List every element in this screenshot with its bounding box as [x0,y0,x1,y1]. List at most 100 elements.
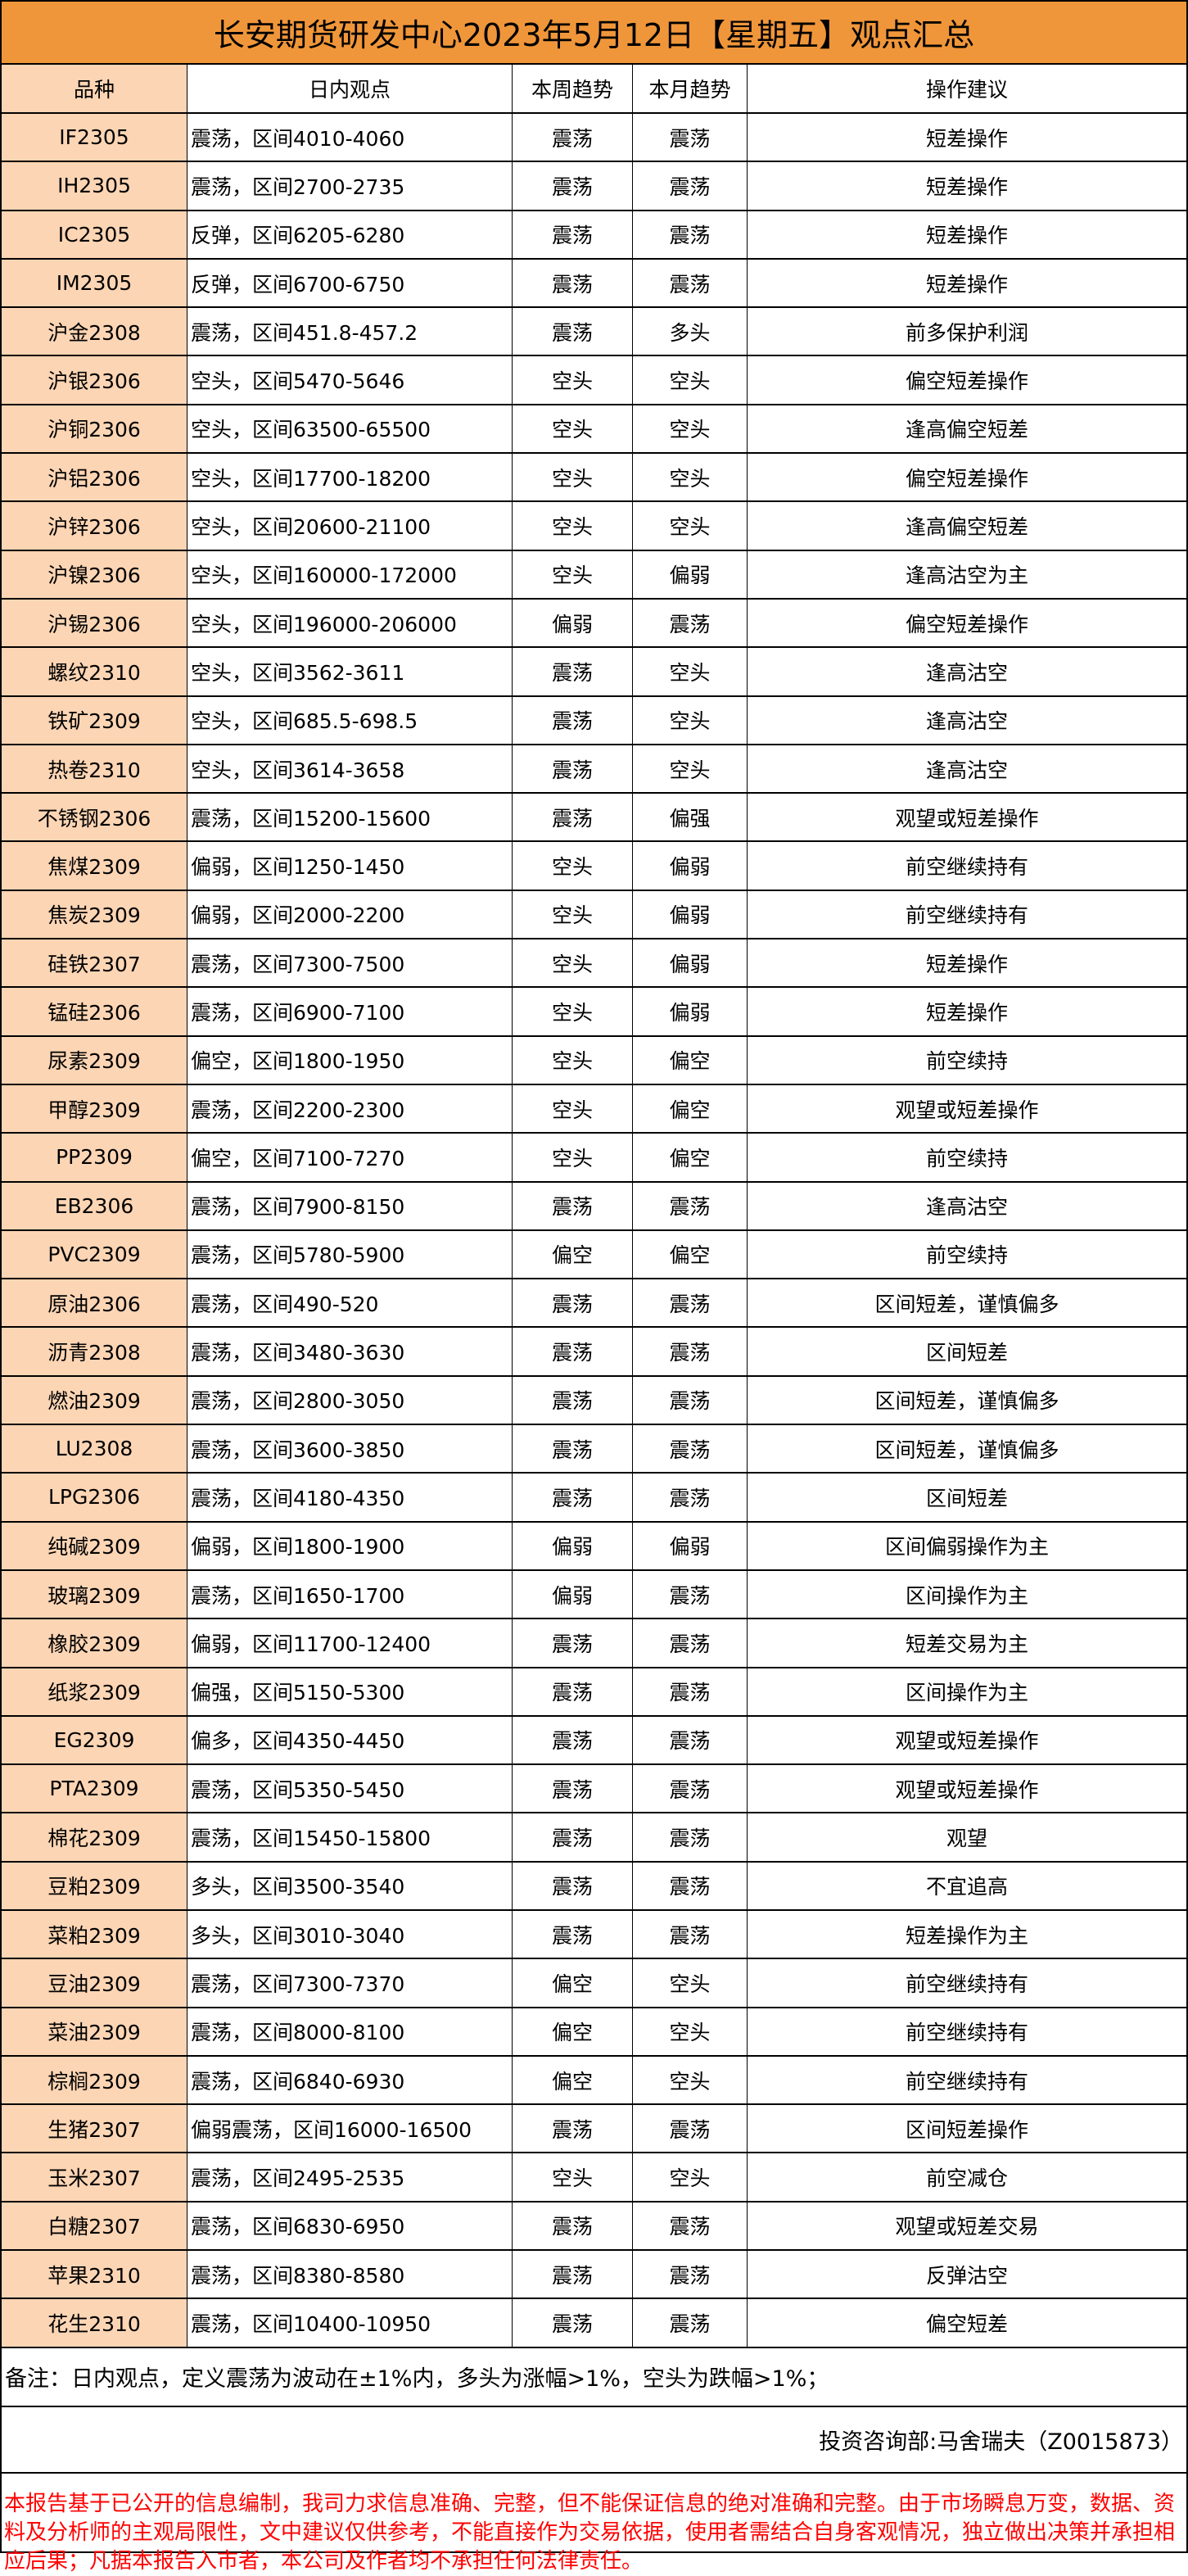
cell-intraday-view: 震荡，区间7900-8150 [187,1182,513,1229]
cell-weekly-trend: 空头 [513,988,633,1035]
header-advice: 操作建议 [925,78,1008,102]
cell-advice: 区间操作为主 [905,1681,1028,1705]
cell-monthly-trend: 震荡 [633,1182,748,1229]
cell-advice: 逢高沽空 [925,758,1008,782]
table-row: 棉花2309 震荡，区间15450-15800 震荡 震荡 观望 [2,1813,1186,1863]
cell-variety: LU2308 [2,1425,187,1473]
cell-weekly-trend: 震荡 [513,2202,633,2250]
cell-intraday-view: 震荡，区间4180-4350 [187,1474,513,1521]
cell-advice: 偏空短差 [925,2312,1008,2336]
cell-monthly-trend: 空头 [633,648,748,695]
cell-advice: 短差操作为主 [905,1923,1028,1948]
cell-advice: 偏空短差操作 [905,466,1028,491]
cell-variety: 沪铝2306 [2,454,187,501]
cell-monthly-trend: 震荡 [633,1570,748,1618]
cell-intraday-view: 震荡，区间6830-6950 [187,2202,513,2250]
table-row: 沪镍2306 空头，区间160000-172000 空头 偏弱 逢高沽空为主 [2,550,1186,600]
cell-weekly-trend: 震荡 [513,1765,633,1813]
header-variety: 品种 [2,65,187,112]
cell-advice: 区间短差，谨慎偏多 [874,1437,1059,1462]
cell-weekly-trend: 空头 [513,939,633,987]
cell-weekly-trend: 空头 [513,356,633,404]
cell-advice: 前空继续持有 [905,855,1028,880]
cell-advice: 短差操作 [925,272,1008,297]
cell-intraday-view: 偏空，区间1800-1950 [187,1036,513,1084]
cell-variety: 玉米2307 [2,2153,187,2201]
cell-monthly-trend: 多头 [633,308,748,355]
header-monthly: 本月趋势 [633,65,748,112]
table-row: 玉米2307 震荡，区间2495-2535 空头 空头 前空减仓 [2,2153,1186,2203]
cell-advice: 区间短差操作 [905,2117,1028,2142]
cell-monthly-trend: 震荡 [633,1716,748,1764]
cell-intraday-view: 偏弱，区间11700-12400 [187,1619,513,1667]
cell-advice: 观望 [946,1827,987,1851]
cell-advice: 前空继续持有 [905,2021,1028,2045]
table-row: 沥青2308 震荡，区间3480-3630 震荡 震荡 区间短差 [2,1328,1186,1377]
cell-advice: 区间短差 [925,1486,1008,1510]
cell-variety: 纯碱2309 [2,1522,187,1569]
table-row: 沪金2308 震荡，区间451.8-457.2 震荡 多头 前多保护利润 [2,308,1186,357]
cell-weekly-trend: 空头 [513,502,633,550]
cell-intraday-view: 空头，区间160000-172000 [187,550,513,598]
cell-advice: 反弹沽空 [925,2263,1008,2288]
table-body: IF2305 震荡，区间4010-4060 震荡 震荡 短差操作 IH2305 震荡，区间2… [2,114,1186,2348]
table-row: 纯碱2309 偏弱，区间1800-1900 偏弱 偏弱 区间偏弱操作为主 [2,1522,1186,1571]
cell-monthly-trend: 震荡 [633,2105,748,2153]
cell-variety: 纸浆2309 [2,1668,187,1715]
cell-variety: PTA2309 [2,1765,187,1813]
cell-variety: 花生2310 [2,2299,187,2347]
cell-monthly-trend: 偏空 [633,1134,748,1181]
cell-intraday-view: 震荡，区间5350-5450 [187,1765,513,1813]
cell-intraday-view: 震荡，区间2495-2535 [187,2153,513,2201]
cell-weekly-trend: 震荡 [513,259,633,307]
cell-variety: 沪铜2306 [2,405,187,453]
cell-variety: 沪银2306 [2,356,187,404]
cell-weekly-trend: 震荡 [513,1668,633,1715]
cell-weekly-trend: 震荡 [513,1813,633,1861]
table-row: 焦炭2309 偏弱，区间2000-2200 空头 偏弱 前空继续持有 [2,890,1186,940]
cell-advice: 观望或短差操作 [895,806,1039,831]
cell-advice: 逢高偏空短差 [905,515,1028,540]
cell-monthly-trend: 偏空 [633,1036,748,1084]
cell-monthly-trend: 震荡 [633,1376,748,1424]
cell-variety: 菜油2309 [2,2008,187,2055]
cell-advice: 区间偏弱操作为主 [884,1535,1049,1560]
cell-advice: 逢高沽空 [925,660,1008,685]
cell-intraday-view: 震荡，区间2800-3050 [187,1376,513,1424]
table-row: IC2305 反弹，区间6205-6280 震荡 震荡 短差操作 [2,211,1186,260]
cell-intraday-view: 偏多，区间4350-4450 [187,1716,513,1764]
cell-intraday-view: 空头，区间3614-3658 [187,745,513,793]
table-row: 沪银2306 空头，区间5470-5646 空头 空头 偏空短差操作 [2,356,1186,405]
cell-advice: 观望或短差操作 [895,1777,1039,1802]
cell-monthly-trend: 震荡 [633,1279,748,1327]
cell-monthly-trend: 空头 [633,405,748,453]
cell-advice: 观望或短差交易 [895,2215,1039,2239]
table-row: 玻璃2309 震荡，区间1650-1700 偏弱 震荡 区间操作为主 [2,1570,1186,1620]
cell-variety: IC2305 [2,211,187,258]
cell-weekly-trend: 震荡 [513,1619,633,1667]
disclaimer: 本报告基于已公开的信息编制，我司力求信息准确、完整，但不能保证信息的绝对准确和完… [4,2491,1176,2574]
table-row: 焦煤2309 偏弱，区间1250-1450 空头 偏弱 前空继续持有 [2,842,1186,891]
cell-intraday-view: 震荡，区间15200-15600 [187,794,513,841]
cell-advice: 前多保护利润 [905,320,1028,345]
cell-intraday-view: 震荡，区间7300-7370 [187,1959,513,2007]
cell-monthly-trend: 震荡 [633,1862,748,1909]
cell-weekly-trend: 震荡 [513,2105,633,2153]
cell-monthly-trend: 空头 [633,502,748,550]
cell-weekly-trend: 震荡 [513,114,633,161]
table-row: PP2309 偏空，区间7100-7270 空头 偏空 前空续持 [2,1134,1186,1183]
cell-variety: 尿素2309 [2,1036,187,1084]
cell-weekly-trend: 震荡 [513,162,633,210]
table-row: 菜油2309 震荡，区间8000-8100 偏空 空头 前空继续持有 [2,2008,1186,2057]
cell-weekly-trend: 震荡 [513,1328,633,1375]
cell-variety: 热卷2310 [2,745,187,793]
cell-weekly-trend: 震荡 [513,308,633,355]
cell-intraday-view: 震荡，区间2200-2300 [187,1084,513,1133]
cell-monthly-trend: 震荡 [633,1425,748,1473]
cell-weekly-trend: 空头 [513,842,633,890]
cell-variety: 沪镍2306 [2,550,187,598]
cell-variety: 橡胶2309 [2,1619,187,1667]
cell-weekly-trend: 震荡 [513,211,633,258]
cell-advice: 逢高偏空短差 [905,418,1028,442]
